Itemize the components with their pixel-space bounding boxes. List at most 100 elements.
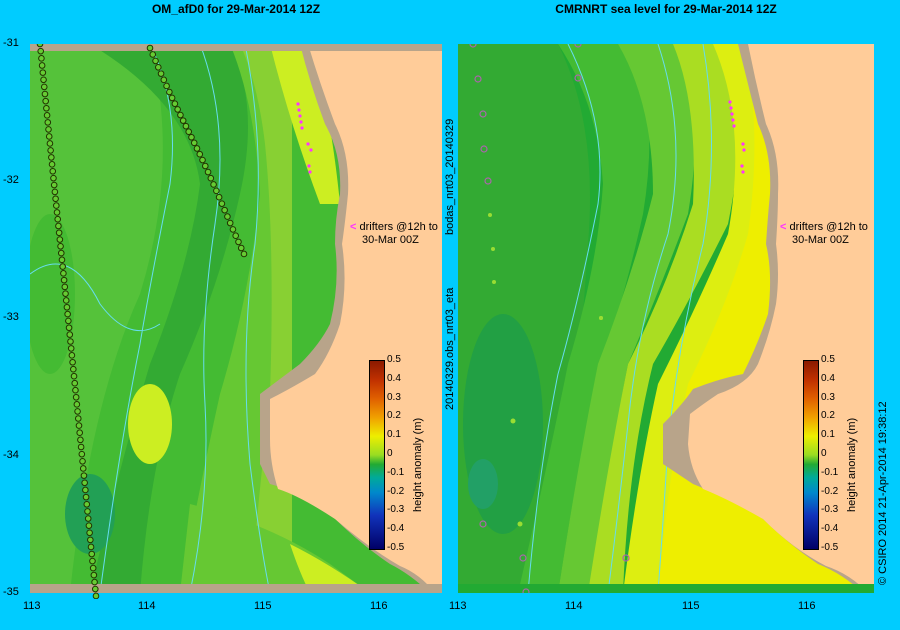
drifter-track-point bbox=[229, 226, 237, 233]
drifter-track-point bbox=[86, 529, 93, 537]
drifter-track-point bbox=[154, 63, 162, 71]
colorbar-tick-label: -0.3 bbox=[821, 504, 839, 516]
drifter-track-point bbox=[177, 111, 184, 119]
drifter-track-point bbox=[82, 493, 90, 501]
drifter-track-point bbox=[157, 70, 165, 77]
drifter-track-point bbox=[83, 500, 91, 508]
drifter-track-point bbox=[179, 117, 187, 124]
colorbar-tick-label: 0.2 bbox=[821, 410, 835, 422]
drifter-track-point bbox=[232, 232, 240, 239]
coast-band bbox=[30, 584, 442, 593]
arrow-icon: < bbox=[350, 221, 357, 233]
drifter-track-point bbox=[38, 55, 45, 62]
drifter-track-point bbox=[87, 536, 94, 544]
drifter-track-point bbox=[90, 571, 98, 579]
drifter-track-point bbox=[45, 133, 53, 140]
drifter-track-point bbox=[88, 550, 96, 558]
colorbar-tick-label: -0.2 bbox=[821, 485, 839, 497]
drifter-track-point bbox=[61, 283, 69, 291]
isobath-line bbox=[244, 44, 271, 593]
drifter-track-point bbox=[85, 522, 93, 529]
colorbar-tick-label: 0.2 bbox=[387, 410, 401, 422]
colorbar-tick-label: -0.4 bbox=[387, 523, 405, 535]
drifter-track-point bbox=[213, 187, 220, 195]
colorbar-tick-label: -0.1 bbox=[821, 466, 839, 478]
anomaly-field bbox=[128, 384, 172, 464]
colorbar-tick-label: -0.3 bbox=[387, 504, 405, 516]
drifter-track-point bbox=[72, 393, 80, 401]
drifter-track-point bbox=[57, 243, 64, 250]
anomaly-field bbox=[270, 44, 340, 204]
colorbar-tick-label: 0.4 bbox=[821, 372, 835, 384]
drifter-track-point bbox=[70, 365, 77, 373]
colorbar-label-left: height anomaly (m) bbox=[412, 417, 424, 512]
drifter-track-point bbox=[74, 415, 82, 422]
drifter-track-point bbox=[237, 244, 245, 252]
drifter-track-point bbox=[77, 443, 85, 451]
colorbar-tick-label: -0.5 bbox=[821, 542, 839, 553]
drifter-track-point bbox=[67, 338, 74, 345]
drifter-track-point bbox=[215, 193, 223, 201]
drifter-track-point bbox=[76, 429, 83, 437]
drifter-track-point bbox=[80, 472, 88, 479]
drifter-track-point bbox=[146, 44, 154, 52]
annotation-line2: 30-Mar 00Z bbox=[362, 234, 419, 246]
anomaly-field bbox=[468, 459, 498, 509]
right-panel-title: CMRNRT sea level for 29-Mar-2014 12Z bbox=[555, 2, 777, 16]
anomaly-field bbox=[518, 44, 650, 593]
x-tick-label: 114 bbox=[138, 600, 156, 612]
drifter-track-point bbox=[62, 297, 70, 304]
y-tick-label: -31 bbox=[3, 37, 19, 49]
drifter-track-point bbox=[91, 585, 99, 593]
isobath-line bbox=[189, 44, 221, 593]
drifter-track-point bbox=[193, 145, 201, 152]
anomaly-field bbox=[558, 44, 696, 593]
anomaly-field bbox=[65, 474, 115, 554]
drifter-track-point bbox=[49, 167, 57, 175]
drifter-track-point bbox=[201, 162, 209, 170]
drifter-track-point bbox=[53, 202, 60, 209]
drifter-track-point bbox=[182, 122, 190, 130]
drifter-track-point bbox=[43, 104, 50, 112]
drifter-track-point bbox=[66, 331, 74, 338]
drifter-track-point bbox=[59, 263, 66, 270]
land-mass bbox=[688, 44, 874, 593]
drifter-track-point bbox=[81, 479, 88, 487]
coast-band bbox=[30, 44, 442, 51]
footer-credit: © CSIRO 2014 21-Apr-2014 19:38:12 bbox=[877, 401, 889, 585]
right-map bbox=[458, 44, 874, 593]
y-tick-label: -34 bbox=[3, 449, 19, 461]
drifter-tracks bbox=[36, 44, 248, 599]
drifter-track-point bbox=[69, 358, 76, 366]
drifter-track-point bbox=[82, 486, 89, 494]
colorbar-tick-label: 0.4 bbox=[387, 372, 401, 384]
x-tick-label: 113 bbox=[23, 600, 41, 612]
x-tick-label: 113 bbox=[449, 600, 467, 612]
drifter-track-point bbox=[79, 465, 87, 472]
left-panel-title: OM_afD0 for 29-Mar-2014 12Z bbox=[151, 2, 321, 16]
drifter-track-point bbox=[60, 276, 68, 284]
drifter-track-point bbox=[48, 161, 56, 168]
drifter-track-point bbox=[235, 238, 242, 246]
anomaly-field bbox=[90, 44, 248, 593]
drifter-track-point bbox=[52, 195, 59, 203]
land-mass bbox=[270, 44, 442, 593]
x-tick-label: 116 bbox=[370, 600, 388, 612]
drifter-track-point bbox=[40, 83, 48, 91]
drifter-track-point bbox=[71, 379, 79, 387]
drifter-track-point bbox=[226, 219, 234, 227]
colorbar-tick-label: -0.1 bbox=[387, 466, 405, 478]
drifter-track-point bbox=[92, 592, 100, 599]
drifter-track-point bbox=[39, 69, 47, 76]
drifter-track-point bbox=[73, 401, 81, 408]
drifter-markers bbox=[728, 100, 746, 174]
drifter-track-point bbox=[190, 139, 198, 147]
drifter-track-point bbox=[55, 229, 63, 237]
drifter-track-point bbox=[79, 458, 86, 465]
colorbar-tick-label: 0 bbox=[821, 448, 827, 459]
annotation-line2: 30-Mar 00Z bbox=[792, 234, 849, 246]
left-map bbox=[30, 44, 442, 593]
drifter-track-point bbox=[68, 352, 76, 359]
colorbar-tick-label: -0.5 bbox=[387, 542, 405, 553]
arrow-icon: < bbox=[780, 221, 787, 233]
